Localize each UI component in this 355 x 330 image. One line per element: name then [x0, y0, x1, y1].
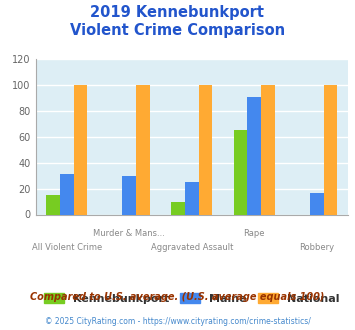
Bar	[60, 175, 73, 215]
Bar	[261, 85, 275, 214]
Text: © 2025 CityRating.com - https://www.cityrating.com/crime-statistics/: © 2025 CityRating.com - https://www.city…	[45, 317, 310, 326]
Bar	[46, 195, 60, 215]
Bar	[171, 202, 185, 214]
Bar	[310, 192, 323, 214]
Bar	[122, 176, 136, 214]
Text: All Violent Crime: All Violent Crime	[32, 243, 102, 251]
Bar	[234, 130, 247, 214]
Text: Violent Crime Comparison: Violent Crime Comparison	[70, 23, 285, 38]
Bar	[198, 85, 212, 214]
Text: Murder & Mans...: Murder & Mans...	[93, 229, 165, 238]
Legend: Kennebunkport, Maine, National: Kennebunkport, Maine, National	[40, 288, 344, 308]
Text: Rape: Rape	[244, 229, 265, 238]
Bar	[73, 85, 87, 214]
Text: 2019 Kennebunkport: 2019 Kennebunkport	[91, 5, 264, 20]
Text: Robbery: Robbery	[299, 243, 334, 251]
Text: Compared to U.S. average. (U.S. average equals 100): Compared to U.S. average. (U.S. average …	[30, 292, 325, 302]
Bar	[323, 85, 337, 214]
Bar	[136, 85, 150, 214]
Text: Aggravated Assault: Aggravated Assault	[151, 243, 233, 251]
Bar	[247, 97, 261, 214]
Bar	[185, 182, 198, 214]
